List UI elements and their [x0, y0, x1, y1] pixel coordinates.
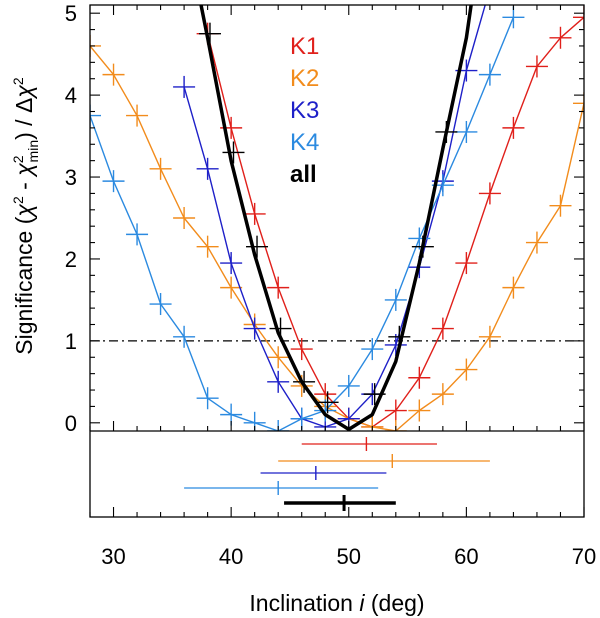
data-point-k4-1	[102, 170, 125, 193]
x-tick-label: 50	[337, 544, 361, 569]
data-point-k2-6	[220, 276, 243, 299]
data-point-all-0	[198, 22, 221, 45]
data-point-k2-5	[196, 235, 219, 258]
data-point-k3-1	[196, 157, 219, 180]
legend-entry-all: all	[290, 161, 317, 188]
data-point-k2-0	[90, 34, 101, 57]
legend-entry-k4: K4	[290, 129, 319, 156]
data-point-k2-20	[549, 194, 572, 217]
x-tick-label: 40	[219, 544, 243, 569]
legend-entry-k3: K3	[290, 97, 319, 124]
data-point-k4-10	[314, 399, 337, 422]
y-tick-label: 2	[65, 247, 77, 272]
data-point-k4-8	[267, 420, 290, 431]
data-point-k4-17	[478, 63, 501, 86]
data-point-k4-5	[196, 387, 219, 410]
data-point-k2-4	[173, 207, 196, 229]
data-point-k1-4	[290, 338, 313, 361]
data-point-all-7	[388, 325, 411, 348]
data-point-k1-2	[243, 202, 266, 225]
series-line-k2	[90, 45, 584, 431]
data-point-k2-17	[478, 325, 501, 348]
data-point-k4-14	[408, 227, 431, 250]
y-tick-label: 5	[65, 1, 77, 26]
data-point-all-5	[316, 391, 339, 414]
data-point-k2-16	[455, 358, 478, 381]
y-axis-title: Significance (χ2 - χ2min) / Δχ2	[10, 77, 41, 355]
data-point-k2-1	[102, 63, 125, 86]
data-point-k4-16	[455, 120, 478, 143]
data-point-k3-2	[220, 252, 243, 275]
x-tick-label: 60	[454, 544, 478, 569]
data-point-k2-18	[502, 276, 525, 299]
data-point-k1-13	[502, 116, 525, 139]
data-point-all-9	[435, 120, 458, 143]
data-point-k2-14	[408, 399, 431, 422]
y-tick-label: 4	[65, 83, 77, 108]
data-point-k4-11	[337, 374, 360, 397]
data-point-k1-11	[455, 252, 478, 275]
data-point-k4-2	[126, 223, 149, 246]
data-point-k4-12	[361, 338, 384, 361]
data-point-k3-4	[267, 370, 290, 393]
data-point-all-6	[363, 383, 386, 406]
y-tick-label: 3	[65, 165, 77, 190]
y-tick-label: 0	[65, 411, 77, 436]
data-point-all-4	[293, 370, 316, 393]
data-point-k2-3	[149, 157, 172, 180]
data-point-k2-21	[573, 92, 584, 115]
data-point-k1-14	[525, 55, 548, 78]
legend-entry-k2: K2	[290, 65, 319, 92]
series-line-all	[199, 5, 473, 431]
x-axis-title: Inclination i (deg)	[249, 590, 424, 616]
data-point-k3-9	[384, 333, 407, 356]
data-point-k1-15	[549, 26, 572, 49]
data-point-all-2	[246, 235, 269, 258]
data-point-k1-16	[573, 6, 584, 29]
data-point-k2-2	[126, 104, 149, 127]
data-point-k1-12	[478, 182, 501, 205]
y-tick-label: 1	[65, 329, 77, 354]
data-point-k4-4	[173, 325, 196, 348]
data-point-k2-15	[431, 383, 454, 406]
plot-frame	[89, 4, 585, 518]
data-point-k1-3	[267, 276, 290, 299]
data-point-all-3	[269, 317, 292, 340]
data-point-k1-10	[431, 317, 454, 340]
data-point-k4-13	[384, 288, 407, 311]
data-point-k3-0	[173, 75, 196, 98]
data-point-k1-9	[408, 366, 431, 389]
data-point-all-1	[222, 141, 245, 164]
data-point-k2-8	[267, 346, 290, 369]
data-point-all-8	[411, 235, 434, 258]
data-point-k4-0	[90, 104, 101, 127]
data-point-k2-19	[525, 231, 548, 254]
data-point-k3-3	[243, 317, 266, 340]
x-tick-label: 70	[572, 544, 596, 569]
x-tick-label: 30	[101, 544, 125, 569]
legend-entry-k1: K1	[290, 33, 319, 60]
data-point-k4-3	[149, 293, 172, 316]
series-line-k3	[183, 5, 486, 428]
data-point-k1-8	[384, 399, 407, 422]
data-point-k2-13	[384, 420, 407, 431]
